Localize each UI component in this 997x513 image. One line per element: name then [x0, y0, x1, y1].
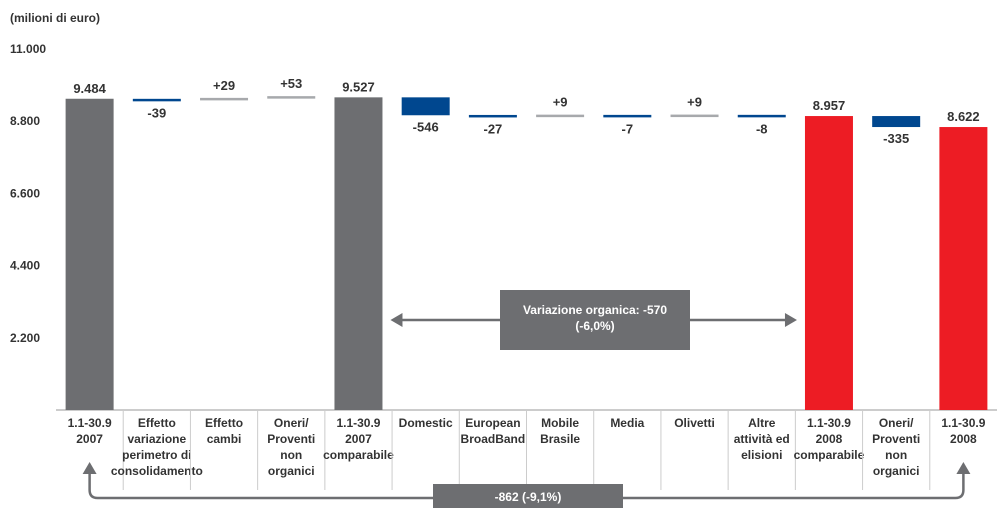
- y-tick-label: 4.400: [10, 259, 40, 273]
- category-label: consolidamento: [111, 464, 203, 478]
- organic-callout-box: [500, 290, 690, 350]
- category-label: variazione: [127, 432, 186, 446]
- category-label: perimetro di: [122, 448, 191, 462]
- bar: [65, 98, 114, 410]
- category-label: Proventi: [872, 432, 920, 446]
- bar: [536, 114, 585, 118]
- category-label: 1.1-30.9: [336, 416, 380, 430]
- category-label: non: [885, 448, 907, 462]
- category-label: 2007: [345, 432, 372, 446]
- y-tick-label: 11.000: [10, 42, 46, 56]
- unit-label: (milioni di euro): [10, 11, 100, 25]
- bar: [132, 98, 181, 102]
- data-label: 9.484: [73, 81, 106, 96]
- bar: [737, 114, 786, 118]
- y-tick-label: 2.200: [10, 331, 40, 345]
- data-label: +53: [280, 76, 302, 91]
- category-label: Olivetti: [674, 416, 715, 430]
- organic-callout-text: (-6,0%): [575, 319, 614, 333]
- organic-arrow-head-left: [390, 313, 403, 327]
- category-label: organici: [268, 464, 315, 478]
- category-label: 2008: [816, 432, 843, 446]
- category-label: 1.1-30.9: [68, 416, 112, 430]
- bar: [468, 114, 517, 118]
- bar: [603, 114, 652, 118]
- category-label: comparabile: [323, 448, 394, 462]
- y-tick-label: 8.800: [10, 114, 40, 128]
- data-label: +9: [553, 95, 568, 110]
- total-arrow-head-left: [82, 462, 97, 474]
- category-label: Proventi: [267, 432, 315, 446]
- category-label: BroadBand: [461, 432, 526, 446]
- category-label: 2008: [950, 432, 977, 446]
- category-label: Oneri/: [274, 416, 309, 430]
- data-label: -27: [483, 121, 502, 136]
- data-label: -39: [147, 105, 166, 120]
- category-label: European: [465, 416, 520, 430]
- data-label: -546: [413, 119, 439, 134]
- category-label: 2007: [76, 432, 103, 446]
- category-label: 1.1-30.9: [807, 416, 851, 430]
- bar: [401, 97, 450, 116]
- category-label: organici: [873, 464, 920, 478]
- bar: [334, 97, 383, 410]
- bar: [872, 116, 921, 128]
- category-label: Altre: [748, 416, 776, 430]
- bar: [267, 96, 316, 99]
- data-label: -335: [883, 131, 909, 146]
- category-label: Oneri/: [879, 416, 914, 430]
- category-label: Effetto: [138, 416, 176, 430]
- data-label: 8.957: [813, 98, 846, 113]
- total-callout-box: [433, 484, 623, 508]
- category-label: Mobile: [541, 416, 579, 430]
- data-label: 9.527: [342, 79, 375, 94]
- organic-callout-text: Variazione organica: -570: [523, 303, 667, 317]
- category-label: elisioni: [741, 448, 782, 462]
- category-label: Media: [610, 416, 644, 430]
- bar: [804, 116, 853, 410]
- data-label: -7: [622, 121, 634, 136]
- category-label: Brasile: [540, 432, 580, 446]
- bar: [939, 127, 988, 411]
- data-label: +29: [213, 78, 235, 93]
- category-label: non: [280, 448, 302, 462]
- y-tick-label: 6.600: [10, 186, 40, 200]
- category-label: attività ed: [734, 432, 790, 446]
- organic-arrow-head-right: [784, 313, 797, 327]
- data-label: +9: [687, 95, 702, 110]
- category-label: Domestic: [399, 416, 453, 430]
- data-label: -8: [756, 121, 768, 136]
- data-label: 8.622: [947, 109, 980, 124]
- category-label: 1.1-30.9: [941, 416, 985, 430]
- category-label: Effetto: [205, 416, 243, 430]
- category-label: cambi: [207, 432, 242, 446]
- bar: [670, 114, 719, 118]
- bar: [200, 97, 249, 101]
- total-callout-text: -862 (-9,1%): [495, 490, 562, 504]
- total-arrow-head-right: [956, 462, 971, 474]
- category-label: comparabile: [794, 448, 865, 462]
